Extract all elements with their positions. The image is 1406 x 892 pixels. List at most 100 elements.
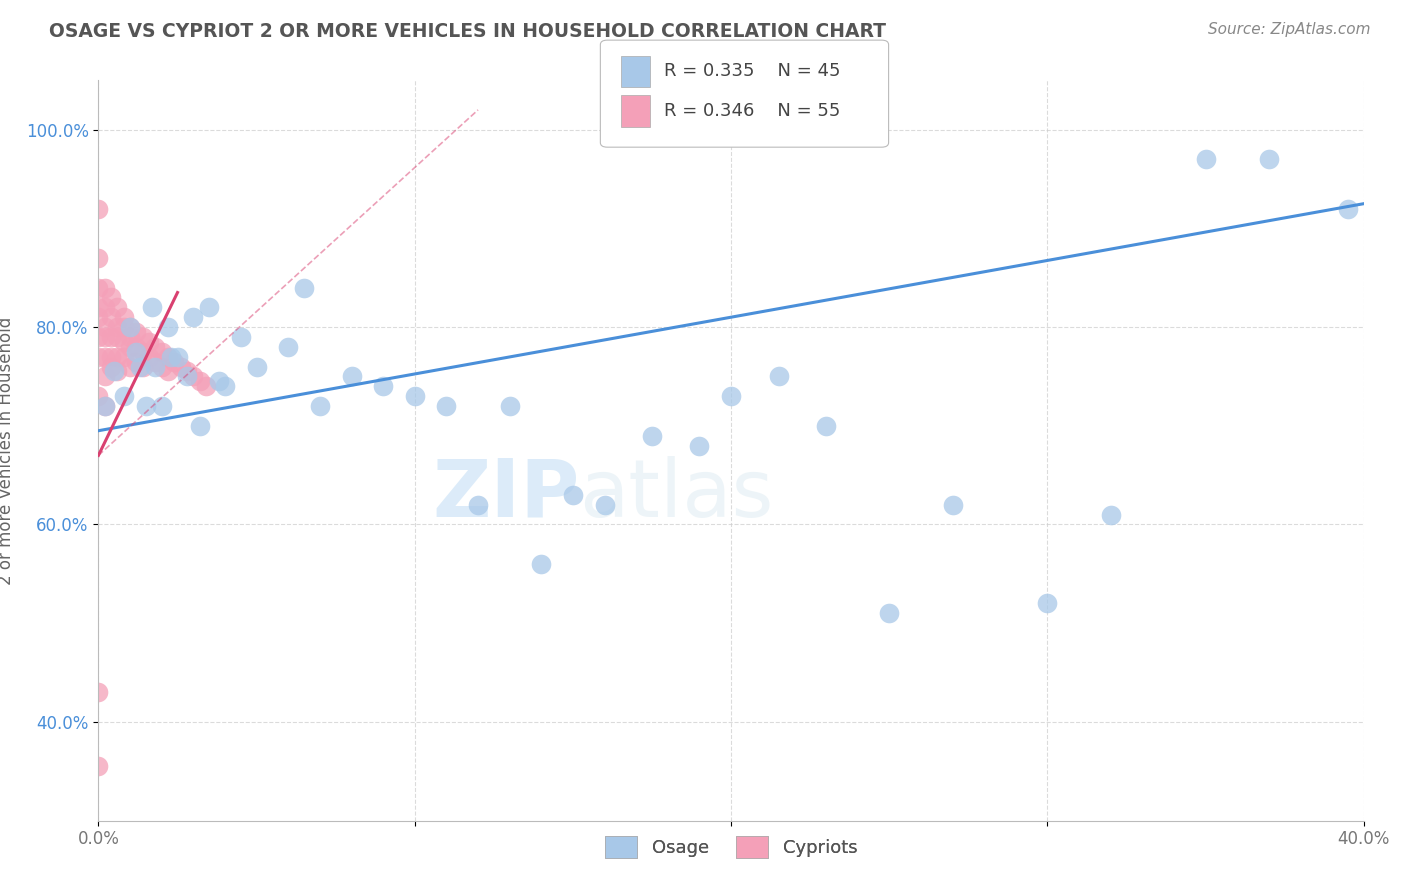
Point bbox=[157, 364, 180, 378]
Point bbox=[132, 344, 155, 359]
Point bbox=[103, 364, 125, 378]
Point bbox=[87, 251, 110, 265]
Point bbox=[107, 330, 129, 344]
Text: Source: ZipAtlas.com: Source: ZipAtlas.com bbox=[1208, 22, 1371, 37]
Point bbox=[112, 320, 135, 334]
Point bbox=[768, 369, 790, 384]
Y-axis label: 2 or more Vehicles in Household: 2 or more Vehicles in Household bbox=[0, 317, 14, 584]
Point bbox=[176, 369, 198, 384]
Point bbox=[561, 488, 585, 502]
Point bbox=[340, 369, 363, 384]
Point bbox=[120, 320, 141, 334]
Point bbox=[641, 428, 664, 442]
Point bbox=[135, 399, 157, 413]
Point bbox=[188, 418, 211, 433]
Point bbox=[1337, 202, 1360, 216]
Point bbox=[125, 325, 148, 339]
Text: R = 0.335    N = 45: R = 0.335 N = 45 bbox=[664, 62, 841, 80]
Point bbox=[87, 310, 110, 325]
Point bbox=[498, 399, 520, 413]
Point bbox=[198, 301, 221, 315]
Point bbox=[163, 354, 186, 368]
Point bbox=[107, 320, 129, 334]
Point bbox=[145, 354, 166, 368]
Point bbox=[188, 375, 211, 389]
Point bbox=[176, 364, 198, 378]
Point bbox=[688, 438, 710, 452]
Point bbox=[593, 498, 616, 512]
Text: atlas: atlas bbox=[579, 456, 773, 534]
Point bbox=[814, 418, 837, 433]
Point bbox=[93, 399, 117, 413]
Point bbox=[128, 359, 150, 374]
Point bbox=[107, 350, 129, 364]
Point bbox=[720, 389, 742, 403]
Point bbox=[292, 280, 315, 294]
Point bbox=[87, 330, 110, 344]
Point bbox=[194, 379, 218, 393]
Point bbox=[145, 340, 166, 354]
Point bbox=[87, 389, 110, 403]
Text: ZIP: ZIP bbox=[432, 456, 579, 534]
Point bbox=[141, 301, 163, 315]
Point bbox=[125, 354, 148, 368]
Point bbox=[150, 359, 173, 374]
Point bbox=[138, 350, 160, 364]
Point bbox=[93, 399, 117, 413]
Point bbox=[157, 320, 180, 334]
Point bbox=[277, 340, 299, 354]
Point bbox=[112, 334, 135, 349]
Point bbox=[112, 350, 135, 364]
Point bbox=[125, 344, 148, 359]
Point bbox=[107, 364, 129, 378]
Point bbox=[404, 389, 426, 403]
Point bbox=[150, 399, 173, 413]
Point bbox=[87, 350, 110, 364]
Point bbox=[87, 759, 110, 773]
Point bbox=[93, 280, 117, 294]
Point bbox=[138, 334, 160, 349]
Text: R = 0.346    N = 55: R = 0.346 N = 55 bbox=[664, 103, 839, 120]
Point bbox=[877, 607, 900, 621]
Point bbox=[120, 320, 141, 334]
Point bbox=[87, 202, 110, 216]
Point bbox=[157, 350, 180, 364]
Point bbox=[942, 498, 965, 512]
Point bbox=[87, 301, 110, 315]
Point bbox=[93, 350, 117, 364]
Point bbox=[183, 310, 205, 325]
Legend: Osage, Cypriots: Osage, Cypriots bbox=[596, 827, 866, 867]
Point bbox=[436, 399, 458, 413]
Text: OSAGE VS CYPRIOT 2 OR MORE VEHICLES IN HOUSEHOLD CORRELATION CHART: OSAGE VS CYPRIOT 2 OR MORE VEHICLES IN H… bbox=[49, 22, 886, 41]
Point bbox=[145, 359, 166, 374]
Point bbox=[93, 301, 117, 315]
Point bbox=[246, 359, 269, 374]
Point bbox=[87, 685, 110, 699]
Point bbox=[112, 389, 135, 403]
Point bbox=[214, 379, 236, 393]
Point bbox=[100, 290, 122, 304]
Point bbox=[467, 498, 489, 512]
Point bbox=[166, 350, 188, 364]
Point bbox=[150, 344, 173, 359]
Point bbox=[93, 369, 117, 384]
Point bbox=[169, 359, 191, 374]
Point bbox=[125, 340, 148, 354]
Point bbox=[1194, 153, 1216, 167]
Point bbox=[87, 280, 110, 294]
Point bbox=[371, 379, 394, 393]
Point bbox=[100, 359, 122, 374]
Point bbox=[160, 350, 183, 364]
Point bbox=[1099, 508, 1122, 522]
Point bbox=[107, 301, 129, 315]
Point bbox=[120, 330, 141, 344]
Point bbox=[309, 399, 332, 413]
Point bbox=[112, 310, 135, 325]
Point bbox=[229, 330, 252, 344]
Point bbox=[1257, 153, 1279, 167]
Point bbox=[183, 369, 205, 384]
Point bbox=[100, 310, 122, 325]
Point bbox=[132, 359, 155, 374]
Point bbox=[93, 320, 117, 334]
Point bbox=[120, 340, 141, 354]
